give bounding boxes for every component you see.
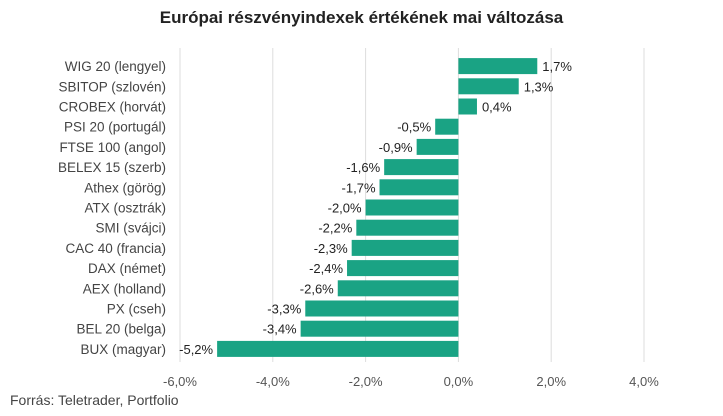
bar [351, 239, 459, 256]
bar [458, 58, 538, 75]
category-labels: WIG 20 (lengyel) SBITOP (szlovén) CROBEX (… [58, 59, 166, 357]
bar [379, 179, 459, 196]
category-label: SMI (svájci) [96, 221, 167, 236]
category-label: ATX (osztrák) [84, 201, 166, 216]
x-tick-label: 0,0% [444, 374, 474, 389]
bar [458, 78, 519, 95]
source-note: Forrás: Teletrader, Portfolio [10, 392, 179, 408]
bars [217, 58, 538, 357]
data-label: 0,4% [482, 100, 512, 115]
data-label: -0,9% [379, 140, 413, 155]
bar [305, 300, 459, 317]
x-tick-label: -4,0% [256, 374, 290, 389]
bar [435, 118, 459, 135]
data-label: 1,7% [542, 59, 572, 74]
bar [337, 280, 459, 297]
category-label: BELEX 15 (szerb) [58, 160, 166, 175]
category-label: BEL 20 (belga) [76, 322, 166, 337]
chart-title: Európai részvényindexek értékének mai vá… [159, 8, 564, 27]
bar [217, 340, 459, 357]
data-label: -1,7% [342, 180, 376, 195]
data-label: -2,3% [314, 241, 348, 256]
category-label: FTSE 100 (angol) [59, 140, 166, 155]
value-labels: 1,7% 1,3% 0,4% -0,5% -0,9% -1,6% -1,7% -2,0% -2,… [179, 59, 572, 357]
data-label: -3,3% [267, 302, 301, 317]
data-label: -2,4% [309, 261, 343, 276]
category-label: Athex (görög) [84, 180, 166, 195]
bar [384, 159, 459, 176]
data-label: -1,6% [346, 160, 380, 175]
category-label: WIG 20 (lengyel) [65, 59, 166, 74]
x-tick-labels: -6,0% -4,0% -2,0% 0,0% 2,0% 4,0% [163, 374, 659, 389]
x-tick-label: 2,0% [536, 374, 566, 389]
category-label: CAC 40 (francia) [65, 241, 166, 256]
data-label: -2,6% [300, 281, 334, 296]
data-label: -3,4% [263, 322, 297, 337]
bar [416, 138, 459, 155]
category-label: CROBEX (horvát) [59, 100, 166, 115]
bar [347, 260, 459, 277]
data-label: -2,2% [318, 221, 352, 236]
x-tick-label: 4,0% [629, 374, 659, 389]
category-label: BUX (magyar) [80, 342, 166, 357]
bar [356, 219, 459, 236]
data-label: -0,5% [397, 120, 431, 135]
category-label: PX (cseh) [107, 302, 166, 317]
data-label: -5,2% [179, 342, 213, 357]
bar [300, 320, 459, 337]
bar [458, 98, 477, 115]
data-label: 1,3% [524, 79, 554, 94]
x-tick-label: -2,0% [349, 374, 383, 389]
category-label: PSI 20 (portugál) [64, 120, 166, 135]
data-label: -2,0% [328, 201, 362, 216]
category-label: AEX (holland) [83, 281, 166, 296]
x-tick-label: -6,0% [163, 374, 197, 389]
bar [365, 199, 459, 216]
category-label: SBITOP (szlovén) [58, 79, 166, 94]
category-label: DAX (német) [88, 261, 166, 276]
